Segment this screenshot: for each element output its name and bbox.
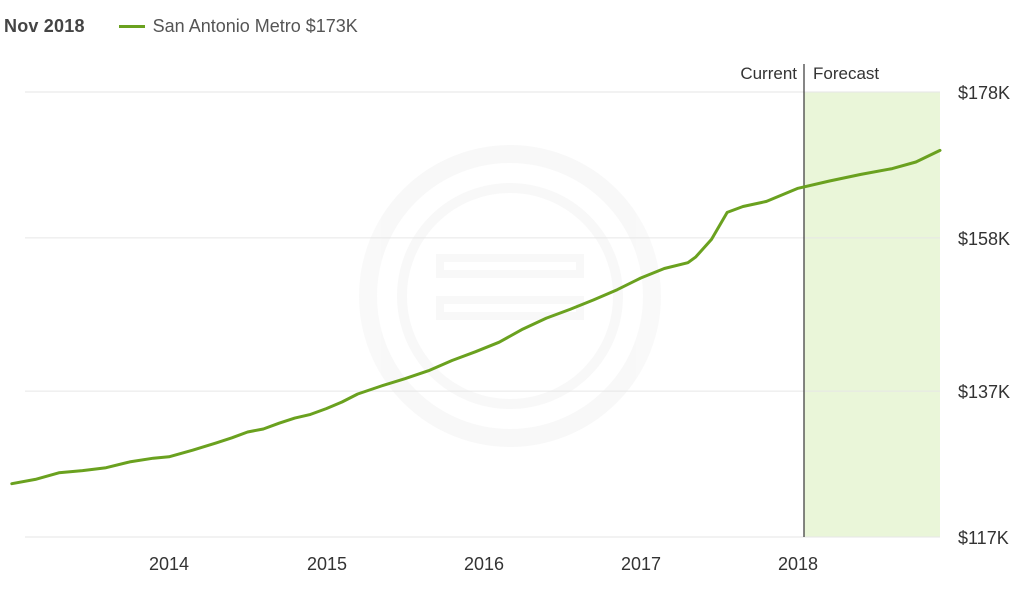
legend-date-label: Nov 2018 (4, 15, 85, 36)
x-axis-tick-labels: 2014 2015 2016 2017 2018 (149, 554, 818, 574)
y-axis-tick-labels: $117K $137K $158K $178K (958, 83, 1010, 548)
x-tick-label: 2015 (307, 554, 347, 574)
forecast-label: Forecast (813, 64, 879, 83)
y-tick-label: $137K (958, 382, 1010, 402)
x-tick-label: 2014 (149, 554, 189, 574)
y-tick-label: $158K (958, 229, 1010, 249)
grid-lines (25, 91, 940, 538)
x-tick-label: 2018 (778, 554, 818, 574)
legend-series-swatch (118, 24, 145, 28)
legend-series-label: San Antonio Metro $173K (152, 15, 358, 36)
x-tick-label: 2017 (621, 554, 661, 574)
chart-legend: Nov 2018 San Antonio Metro $173K (4, 12, 358, 40)
watermark (359, 145, 661, 447)
forecast-region (804, 92, 940, 537)
y-tick-label: $117K (958, 528, 1009, 548)
y-tick-label: $178K (958, 83, 1010, 103)
series-line-san-antonio (10, 148, 942, 486)
current-label: Current (740, 64, 797, 83)
x-tick-label: 2016 (464, 554, 504, 574)
